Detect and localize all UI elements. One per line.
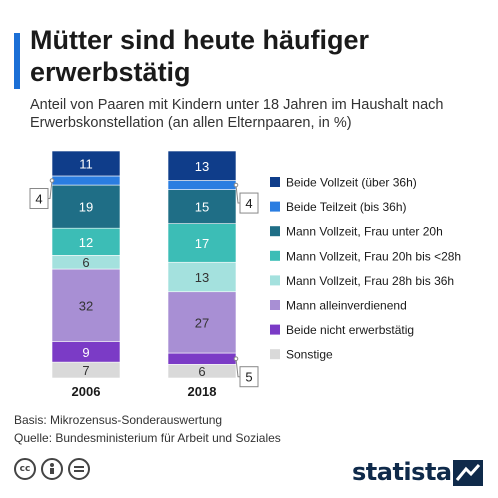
legend-label-beide-vollzeit-ber-36h: Beide Vollzeit (über 36h) — [286, 176, 417, 190]
data-label-2006-sonstige: 7 — [82, 363, 89, 378]
data-label-2006-mann-vollzeit-frau-28h-bis-36h: 6 — [82, 255, 89, 270]
data-label-2006-beide-nicht-erwerbst-tig: 9 — [82, 345, 89, 360]
bar-segment-2018-mann-vollzeit-frau-20h-bis-28h — [167, 223, 237, 263]
callout-label-1: 4 — [245, 196, 252, 211]
chart-subtitle: Anteil von Paaren mit Kindern unter 18 J… — [30, 97, 444, 131]
legend-swatch-beide-nicht-erwerbst-tig — [270, 324, 280, 335]
statista-logo-icon — [453, 460, 483, 486]
data-label-2018-mann-vollzeit-frau-unter-20h: 15 — [195, 200, 209, 215]
no-derivatives-icon — [68, 458, 90, 480]
source-note: Quelle: Bundesministerium für Arbeit und… — [14, 431, 281, 445]
legend-label-mann-vollzeit-frau-28h-bis-36h: Mann Vollzeit, Frau 28h bis 36h — [286, 274, 454, 288]
bar-segment-2006-mann-vollzeit-frau-unter-20h — [51, 184, 121, 229]
bar-segment-2018-mann-vollzeit-frau-28h-bis-36h — [167, 261, 237, 293]
callout-label-2: 5 — [245, 370, 252, 385]
legend-label-beide-teilzeit-bis-36h: Beide Teilzeit (bis 36h) — [286, 200, 407, 214]
callout-box-1 — [239, 192, 259, 214]
attribution-icon — [41, 458, 63, 480]
callout-leader-2 — [235, 358, 240, 378]
callout-leader-0 — [48, 180, 53, 200]
data-label-2006-mann-vollzeit-frau-unter-20h: 19 — [79, 200, 93, 215]
bar-segment-2018-beide-nicht-erwerbst-tig — [167, 352, 237, 365]
legend-swatch-beide-teilzeit-bis-36h — [270, 201, 280, 212]
title-accent-bar — [14, 33, 20, 89]
stacked-bar-chart: 7 9 32 6 12 19 11 2006 6 27 13 17 15 13 2018 4 4 5 Beide V… — [29, 150, 461, 399]
data-label-2006-mann-alleinverdienend: 32 — [79, 298, 93, 313]
data-label-2006-beide-vollzeit-ber-36h: 11 — [79, 156, 93, 171]
bar-segment-2018-beide-vollzeit-ber-36h — [167, 150, 237, 181]
legend-swatch-mann-alleinverdienend — [270, 300, 280, 310]
data-label-2006-mann-vollzeit-frau-20h-bis-28h: 12 — [79, 235, 93, 250]
legend-swatch-mann-vollzeit-frau-20h-bis-28h — [270, 250, 280, 261]
legend-swatch-mann-vollzeit-frau-28h-bis-36h — [270, 275, 280, 286]
callout-anchor-1 — [233, 182, 239, 188]
callout-box-0 — [29, 188, 49, 210]
creative-commons-icon: cc — [14, 458, 36, 480]
callout-anchor-2 — [233, 356, 239, 362]
bar-segment-2018-beide-teilzeit-bis-36h — [167, 180, 237, 190]
legend-label-mann-alleinverdienend: Mann alleinverdienend — [286, 299, 407, 313]
data-label-2018-mann-alleinverdienend: 27 — [195, 315, 209, 330]
footer-notes: Basis: Mikrozensus-Sonderauswertung Quel… — [14, 411, 484, 447]
callout-anchor-0 — [49, 178, 55, 183]
bar-segment-2018-mann-vollzeit-frau-unter-20h — [167, 189, 237, 224]
data-label-2018-mann-vollzeit-frau-28h-bis-36h: 13 — [195, 270, 209, 285]
x-tick-label-2006: 2006 — [72, 384, 101, 399]
legend-swatch-beide-vollzeit-ber-36h — [270, 177, 280, 187]
callout-leader-1 — [235, 184, 240, 204]
bar-segment-2006-beide-vollzeit-ber-36h — [51, 150, 121, 177]
callout-label-0: 4 — [35, 192, 42, 207]
legend-label-beide-nicht-erwerbst-tig: Beide nicht erwerbstätig — [286, 323, 414, 337]
data-label-2018-sonstige: 6 — [198, 364, 205, 379]
statista-wordmark: statista — [352, 458, 452, 486]
data-label-2018-beide-vollzeit-ber-36h: 13 — [195, 159, 209, 174]
legend-label-sonstige: Sonstige — [286, 348, 333, 362]
bar-segment-2006-beide-teilzeit-bis-36h — [51, 175, 121, 186]
data-label-2018-mann-vollzeit-frau-20h-bis-28h: 17 — [195, 236, 209, 251]
legend-swatch-sonstige — [270, 349, 280, 360]
legend-swatch-mann-vollzeit-frau-unter-20h — [270, 226, 280, 237]
bar-segment-2018-mann-alleinverdienend — [167, 291, 237, 354]
legend-label-mann-vollzeit-frau-unter-20h: Mann Vollzeit, Frau unter 20h — [286, 225, 443, 239]
chart-title: Mütter sind heute häufiger erwerbstätig — [30, 25, 370, 87]
legend-label-mann-vollzeit-frau-20h-bis-28h: Mann Vollzeit, Frau 20h bis <28h — [286, 249, 461, 263]
bar-segment-2006-mann-vollzeit-frau-20h-bis-28h — [51, 227, 121, 256]
basis-note: Basis: Mikrozensus-Sonderauswertung — [14, 413, 223, 427]
x-tick-label-2018: 2018 — [188, 384, 217, 399]
callout-box-2 — [239, 366, 259, 388]
bar-segment-2006-mann-alleinverdienend — [51, 268, 121, 342]
